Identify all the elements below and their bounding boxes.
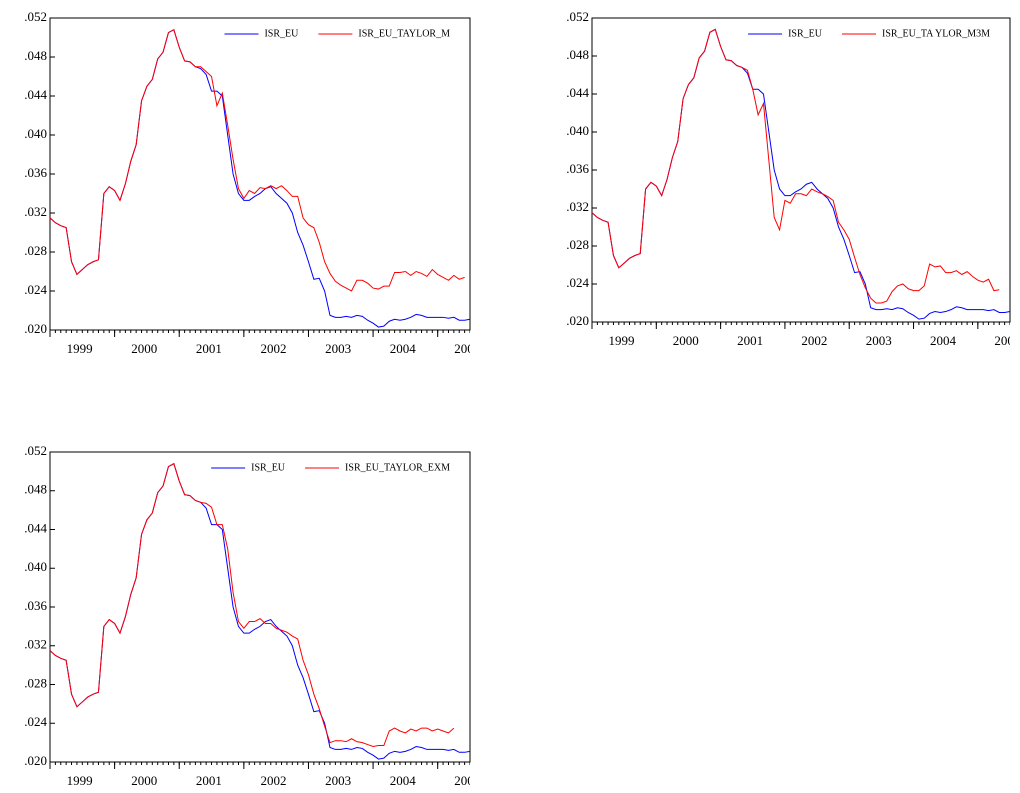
x-tick-label: 2002: [260, 341, 286, 356]
x-tick-label: 2005: [994, 333, 1020, 348]
x-tick-label: 1999: [67, 341, 93, 356]
y-tick-label: .032: [24, 637, 47, 652]
y-tick-label: .024: [24, 714, 47, 729]
legend-label: ISR_EU: [251, 462, 286, 473]
legend-label: ISR_EU: [264, 28, 299, 39]
x-tick-label: 2003: [325, 341, 351, 356]
x-tick-label: 2004: [930, 333, 957, 348]
series-line: [591, 28, 1000, 304]
y-tick-label: .036: [24, 598, 47, 613]
legend: ISR_EU ISR_EU_TAYLOR_EXM: [207, 460, 466, 476]
y-tick-label: .028: [24, 243, 47, 258]
y-tick-label: .040: [24, 559, 47, 574]
plot-frame: [49, 451, 471, 763]
plot-frame: [591, 17, 1011, 323]
x-tick-label: 1999: [608, 333, 634, 348]
y-tick-label: .020: [24, 753, 47, 768]
y-tick-label: .020: [566, 313, 589, 328]
x-tick-label: 2000: [131, 773, 157, 788]
legend-label: ISR_EU_TAYLOR_M: [358, 28, 450, 39]
panel: .020 .024 .028 .032 .036 .040 .044 .048 .052 1999…: [24, 443, 480, 788]
y-tick-label: .040: [24, 126, 47, 141]
y-tick-label: .044: [566, 85, 589, 100]
legend: ISR_EU ISR_EU_TAYLOR_M: [220, 26, 466, 42]
plot-frame: [49, 17, 471, 331]
legend: ISR_EU ISR_EU_TA YLOR_M3M: [744, 26, 1006, 42]
panel: .020 .024 .028 .032 .036 .040 .044 .048 .052 1999…: [24, 9, 480, 356]
legend-label: ISR_EU: [788, 28, 823, 39]
y-tick-label: .032: [566, 199, 589, 214]
series-line: [49, 28, 465, 292]
y-tick-label: .024: [566, 275, 589, 290]
x-axis: 1999 2000 2001 2002 2003 2004 2005: [591, 322, 1020, 348]
series-line: [49, 462, 455, 748]
x-tick-label: 2001: [196, 341, 222, 356]
y-tick-label: .028: [566, 237, 589, 252]
legend-label: ISR_EU_TA YLOR_M3M: [882, 28, 990, 39]
y-tick-label: .048: [566, 47, 589, 62]
y-tick-label: .052: [24, 9, 47, 24]
y-tick-label: .020: [24, 321, 47, 336]
y-tick-label: .048: [24, 48, 47, 63]
x-tick-label: 2002: [801, 333, 827, 348]
y-tick-label: .024: [24, 282, 47, 297]
x-tick-label: 2004: [390, 773, 417, 788]
panel: .020 .024 .028 .032 .036 .040 .044 .048 .052 1999…: [566, 9, 1020, 348]
x-tick-label: 2000: [131, 341, 157, 356]
series-line: [49, 462, 471, 760]
x-tick-label: 2005: [454, 341, 480, 356]
legend-label: ISR_EU_TAYLOR_EXM: [345, 462, 450, 473]
series-line: [591, 28, 1011, 320]
x-tick-label: 2004: [390, 341, 417, 356]
x-tick-label: 2003: [325, 773, 351, 788]
x-tick-label: 2003: [866, 333, 892, 348]
y-tick-label: .040: [566, 123, 589, 138]
y-tick-label: .052: [566, 9, 589, 24]
x-tick-label: 2001: [737, 333, 763, 348]
x-tick-label: 2005: [454, 773, 480, 788]
x-tick-label: 2000: [673, 333, 699, 348]
x-axis: 1999 2000 2001 2002 2003 2004 2005: [49, 330, 480, 356]
y-tick-label: .044: [24, 520, 47, 535]
y-tick-label: .032: [24, 204, 47, 219]
x-tick-label: 1999: [67, 773, 93, 788]
y-tick-label: .048: [24, 482, 47, 497]
y-tick-label: .044: [24, 87, 47, 102]
series-line: [49, 28, 471, 328]
y-tick-label: .036: [566, 161, 589, 176]
x-axis: 1999 2000 2001 2002 2003 2004 2005: [49, 762, 480, 788]
x-tick-label: 2002: [260, 773, 286, 788]
x-tick-label: 2001: [196, 773, 222, 788]
y-tick-label: .052: [24, 443, 47, 458]
y-tick-label: .028: [24, 675, 47, 690]
y-tick-label: .036: [24, 165, 47, 180]
